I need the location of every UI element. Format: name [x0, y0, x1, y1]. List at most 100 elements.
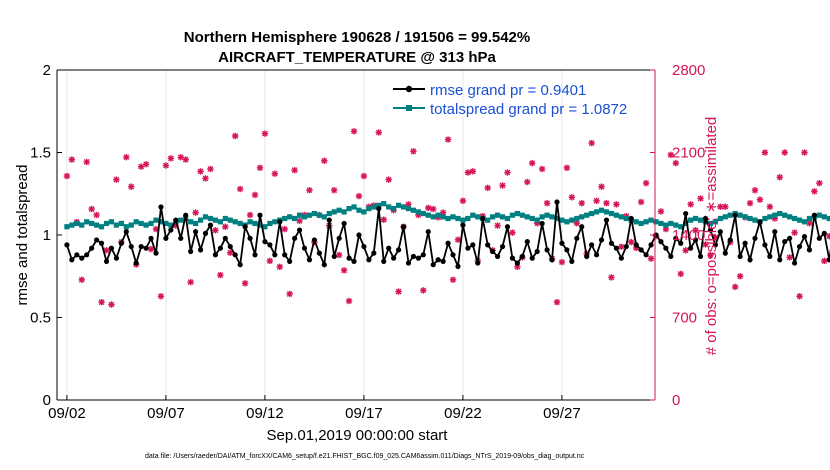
rmse-point — [475, 260, 481, 266]
rmse-point — [470, 242, 476, 248]
obs-marker-stroke — [291, 167, 298, 174]
obs-marker-stroke — [420, 287, 427, 294]
obs-marker-stroke — [83, 159, 90, 165]
totalspread-point — [465, 215, 471, 222]
totalspread-point — [415, 209, 421, 215]
rmse-point — [697, 253, 704, 260]
obs-marker-stroke — [182, 156, 189, 163]
totalspread-point — [212, 217, 219, 223]
obs-marker-stroke — [321, 157, 328, 164]
plot-area — [56, 69, 830, 401]
obs-marker-stroke — [103, 247, 110, 254]
obs-marker-stroke — [791, 229, 798, 236]
totalspread-point — [485, 217, 491, 223]
rmse-point — [183, 212, 189, 218]
obs-marker-stroke — [247, 212, 253, 218]
obs-marker — [756, 196, 764, 203]
totalspread-point — [237, 220, 243, 227]
left-tick-label: 0.5 — [30, 310, 51, 327]
totalspread-point — [405, 206, 412, 212]
obs-marker-stroke — [440, 209, 447, 216]
rmse-point — [212, 252, 219, 258]
obs-marker — [405, 201, 412, 208]
obs-marker — [563, 164, 571, 172]
rmse-point — [94, 237, 100, 243]
obs-marker — [123, 154, 130, 161]
rmse-point — [767, 253, 773, 260]
rmse-point — [737, 253, 743, 260]
obs-marker-stroke — [138, 163, 145, 170]
totalspread-point — [197, 217, 204, 223]
totalspread-point — [391, 206, 397, 212]
obs-marker — [801, 149, 808, 156]
chart-title-line1: Northern Hemisphere 190628 / 191506 = 99… — [184, 29, 530, 46]
obs-marker-stroke — [499, 182, 506, 189]
rmse-point — [712, 242, 718, 248]
obs-marker — [603, 199, 610, 207]
totalspread-point — [301, 214, 308, 220]
obs-marker-stroke — [643, 180, 649, 187]
totalspread-point — [128, 222, 134, 228]
totalspread-point — [678, 224, 684, 230]
obs-marker-stroke — [563, 164, 570, 171]
obs-marker — [340, 267, 348, 274]
rmse-point — [816, 235, 822, 241]
rmse-point — [727, 237, 733, 243]
obs-marker-stroke — [568, 194, 575, 201]
rmse-point — [351, 258, 357, 264]
obs-marker-stroke — [232, 133, 239, 139]
obs-marker — [276, 263, 283, 271]
obs-marker-stroke — [672, 160, 679, 167]
rmse-point — [98, 240, 105, 246]
totalspread-point — [801, 219, 808, 225]
totalspread-point — [569, 217, 575, 223]
rmse-point — [658, 239, 664, 245]
obs-marker — [628, 238, 635, 246]
totalspread-point — [663, 222, 669, 228]
rmse-point — [366, 257, 372, 263]
obs-marker — [484, 184, 491, 192]
obs-marker — [588, 139, 595, 147]
obs-marker-stroke — [108, 301, 115, 308]
right-tick-label: 1400 — [672, 227, 705, 244]
obs-marker — [568, 194, 576, 201]
obs-marker — [558, 258, 566, 266]
rmse-point — [782, 239, 788, 245]
obs-marker — [291, 166, 298, 174]
totalspread-point — [494, 212, 501, 218]
obs-marker-stroke — [598, 183, 605, 190]
rmse-point — [811, 212, 818, 218]
rmse-point — [450, 252, 456, 258]
rmse-point — [534, 248, 540, 255]
obs-marker — [702, 241, 709, 248]
rmse-point — [692, 237, 699, 243]
obs-marker — [538, 165, 546, 173]
y-axis-left-label: rmse and totalspread — [14, 165, 31, 306]
totalspread-point — [316, 212, 322, 218]
right-tick-label: 2800 — [672, 62, 705, 79]
totalspread-point — [539, 214, 545, 220]
totalspread-point — [326, 210, 332, 217]
obs-marker-stroke — [222, 223, 229, 230]
rmse-point — [287, 258, 293, 264]
rmse-point — [376, 206, 382, 212]
totalspread-point — [623, 215, 629, 222]
obs-marker-stroke — [464, 169, 471, 176]
left-tick-label: 0 — [43, 392, 51, 409]
obs-marker-stroke — [430, 206, 437, 212]
totalspread-point — [772, 212, 778, 218]
rmse-point — [504, 224, 511, 230]
rmse-point — [519, 253, 525, 260]
obs-marker-stroke — [593, 197, 600, 204]
obs-marker — [642, 179, 650, 187]
data-file-footnote: data file: /Users/raeder/DAI/ATM_forcXX/… — [145, 453, 585, 460]
totalspread-point — [440, 214, 446, 220]
rmse-point — [791, 260, 798, 266]
rmse-point — [336, 235, 342, 241]
obs-marker-stroke — [123, 154, 130, 161]
obs-marker-stroke — [385, 176, 392, 183]
obs-marker — [93, 211, 100, 219]
totalspread-point — [777, 210, 783, 217]
obs-marker — [251, 191, 259, 199]
rmse-point — [148, 235, 154, 241]
